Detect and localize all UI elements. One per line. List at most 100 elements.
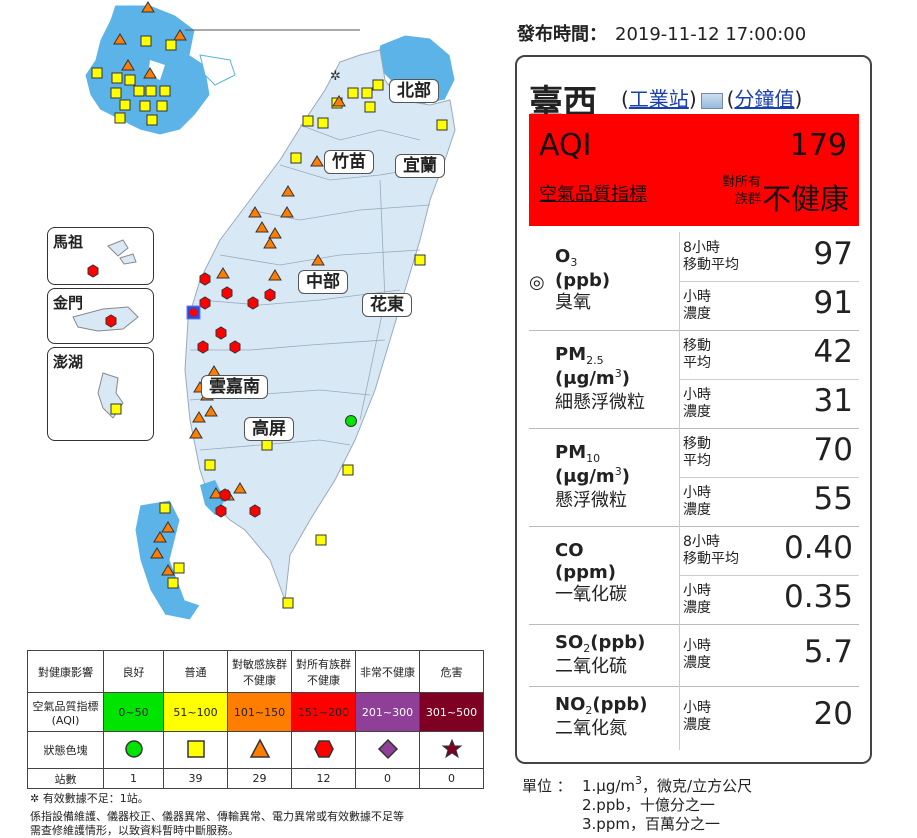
o3-label-8h: 8小時 移動平均 (683, 240, 739, 273)
pm25-name: PM2.5 (μg/m3) 細懸浮微粒 (555, 344, 645, 413)
chart-icon[interactable] (700, 92, 723, 109)
industrial-station-link[interactable]: 工業站 (628, 87, 689, 111)
legend-symbol-label: 狀態色塊 (27, 731, 104, 769)
pollutant-row-no2: NO2(ppb) 二氧化氮 小時 濃度 20 (529, 686, 859, 750)
no2-value-hour: 20 (813, 696, 853, 732)
disclaimer-line-2: 需查修維護情形，以致資料暫時中斷服務。 (30, 824, 239, 837)
legend-count-unhealthy: 12 (291, 768, 356, 789)
co-label-8h: 8小時 移動平均 (683, 534, 739, 567)
penghu-island-icon (97, 372, 124, 419)
pollutant-row-o3: ◎ O3 (ppb) 臭氧 8小時 移動平均 97 小時 濃度 91 (529, 232, 859, 331)
legend-header-impact: 對健康影響 (27, 650, 104, 693)
region-kaoping[interactable]: 高屏 (244, 417, 294, 441)
maroon-star-icon (419, 731, 484, 769)
co-label-hour: 小時 濃度 (683, 583, 711, 616)
legend-range-unhealthy: 151~200 (291, 692, 356, 732)
units-label: 單位 ： (522, 777, 572, 795)
no2-name: NO2(ppb) 二氧化氮 (555, 694, 648, 739)
pm25-label-hour: 小時 濃度 (683, 387, 711, 420)
o3-label-hour: 小時 濃度 (683, 289, 711, 322)
region-yunchianan[interactable]: 雲嘉南 (201, 375, 268, 399)
green-circle-icon (103, 731, 164, 769)
legend-count-label: 站數 (27, 768, 104, 789)
no2-label-hour: 小時 濃度 (683, 700, 711, 733)
minute-value-link[interactable]: 分鐘值 (734, 87, 795, 111)
legend-range-sensitive: 101~150 (227, 692, 292, 732)
region-north[interactable]: 北部 (389, 79, 439, 103)
legend-count-good: 1 (103, 768, 164, 789)
publish-time-value: 2019-11-12 17:00:00 (615, 24, 807, 45)
insufficient-data-text: 有效數據不足：1站。 (42, 792, 149, 805)
legend-count-sensitive: 29 (227, 768, 292, 789)
unit-line-3: 3.ppm，百萬分之一 (582, 815, 720, 833)
legend-header-sensitive: 對敏感族群不健康 (227, 650, 292, 693)
red-hexagon-icon (291, 731, 356, 769)
legend-header-unhealthy: 對所有族群不健康 (291, 650, 356, 693)
inset-matsu[interactable]: 馬祖 (47, 227, 154, 285)
legend-range-good: 0~50 (103, 692, 164, 732)
co-value-8h: 0.40 (783, 530, 853, 566)
orange-triangle-icon (227, 731, 292, 769)
pm10-label-avg: 移動 平均 (683, 436, 711, 469)
legend-aqi-label: 空氣品質指標(AQI) (27, 692, 104, 732)
pm10-label-hour: 小時 濃度 (683, 485, 711, 518)
pm10-value-avg: 70 (813, 432, 853, 468)
region-central[interactable]: 中部 (298, 270, 348, 294)
pollutant-row-pm25: PM2.5 (μg/m3) 細懸浮微粒 移動 平均 42 小時 濃度 31 (529, 330, 859, 429)
region-yilan[interactable]: 宜蘭 (395, 154, 445, 178)
pm10-name: PM10 (μg/m3) 懸浮微粒 (555, 442, 630, 511)
so2-label-hour: 小時 濃度 (683, 638, 711, 671)
taiwan-map[interactable]: ✲ (0, 0, 510, 645)
publish-time-label: 發布時間： (517, 24, 607, 45)
svg-text:✲: ✲ (330, 69, 341, 84)
so2-value-hour: 5.7 (803, 634, 853, 670)
inset-matsu-label: 馬祖 (53, 233, 84, 251)
pollutant-row-so2: SO2(ppb) 二氧化硫 小時 濃度 5.7 (529, 624, 859, 687)
legend-range-hazardous: 301~500 (419, 692, 484, 732)
matsu-island-icon (87, 239, 137, 278)
pm25-value-avg: 42 (813, 334, 853, 370)
disclaimer-line-1: 係指設備維護、儀器校正、儀器異常、傳輸異常、電力異常或有效數據不足等 (30, 810, 404, 823)
o3-name: O3 (ppb) 臭氧 (555, 246, 611, 313)
publish-time: 發布時間： 2019-11-12 17:00:00 (517, 20, 806, 46)
aqi-group: 對所有 族群 (705, 174, 761, 208)
aqi-box: AQI 179 空氣品質指標 對所有 族群 不健康 (529, 114, 859, 226)
co-name: CO (ppm) 一氧化碳 (555, 540, 627, 605)
region-hualien-taitung[interactable]: 花東 (362, 293, 412, 317)
aqi-group-line1: 對所有 (721, 175, 761, 190)
pollutant-row-co: CO (ppm) 一氧化碳 8小時 移動平均 0.40 小時 濃度 0.35 (529, 526, 859, 625)
pm10-value-hour: 55 (813, 481, 853, 517)
aqi-legend-table: 對健康影響 良好 普通 對敏感族群不健康 對所有族群不健康 非常不健康 危害 空… (27, 650, 484, 789)
inset-penghu[interactable]: 澎湖 (47, 347, 154, 441)
legend-count-very-unhealthy: 0 (355, 768, 420, 789)
o3-value-hour: 91 (813, 285, 853, 321)
legend-header-moderate: 普通 (163, 650, 228, 693)
legend-range-very-unhealthy: 201~300 (355, 692, 420, 732)
unit-line-1: 1.μg/m3，微克/立方公尺 (582, 774, 753, 795)
aqi-value: 179 (789, 128, 847, 163)
insufficient-data-icon: ✲ (30, 792, 40, 805)
region-hsinchu-miaoli[interactable]: 竹苗 (324, 150, 374, 174)
pm25-label-avg: 移動 平均 (683, 338, 711, 371)
legend-count-moderate: 39 (163, 768, 228, 789)
kinmen-island-icon (72, 306, 139, 332)
aqi-status: 不健康 (761, 182, 849, 216)
so2-name: SO2(ppb) 二氧化硫 (555, 632, 646, 677)
purple-diamond-icon (355, 731, 420, 769)
station-links: (工業站) (分鐘值) (621, 87, 803, 111)
aqi-info-link[interactable]: 空氣品質指標 (539, 184, 647, 205)
legend-header-good: 良好 (103, 650, 164, 693)
yellow-square-icon (163, 731, 228, 769)
legend-count-hazardous: 0 (419, 768, 484, 789)
unit-line-2: 2.ppb，十億分之一 (582, 796, 715, 814)
co-value-hour: 0.35 (783, 579, 853, 615)
inset-kinmen[interactable]: 金門 (47, 288, 154, 344)
inset-kinmen-label: 金門 (53, 294, 84, 312)
insufficient-data-note: ✲ 有效數據不足：1站。 (30, 792, 149, 806)
o3-value-8h: 97 (813, 236, 853, 272)
station-panel: 臺西 (工業站) (分鐘值) AQI 179 空氣品質指標 對所有 族群 不健康 ◎… (515, 55, 872, 764)
o3-selected-icon: ◎ (529, 272, 545, 293)
legend-header-very-unhealthy: 非常不健康 (355, 650, 420, 693)
pollutant-row-pm10: PM10 (μg/m3) 懸浮微粒 移動 平均 70 小時 濃度 55 (529, 428, 859, 527)
inset-penghu-label: 澎湖 (53, 353, 84, 371)
